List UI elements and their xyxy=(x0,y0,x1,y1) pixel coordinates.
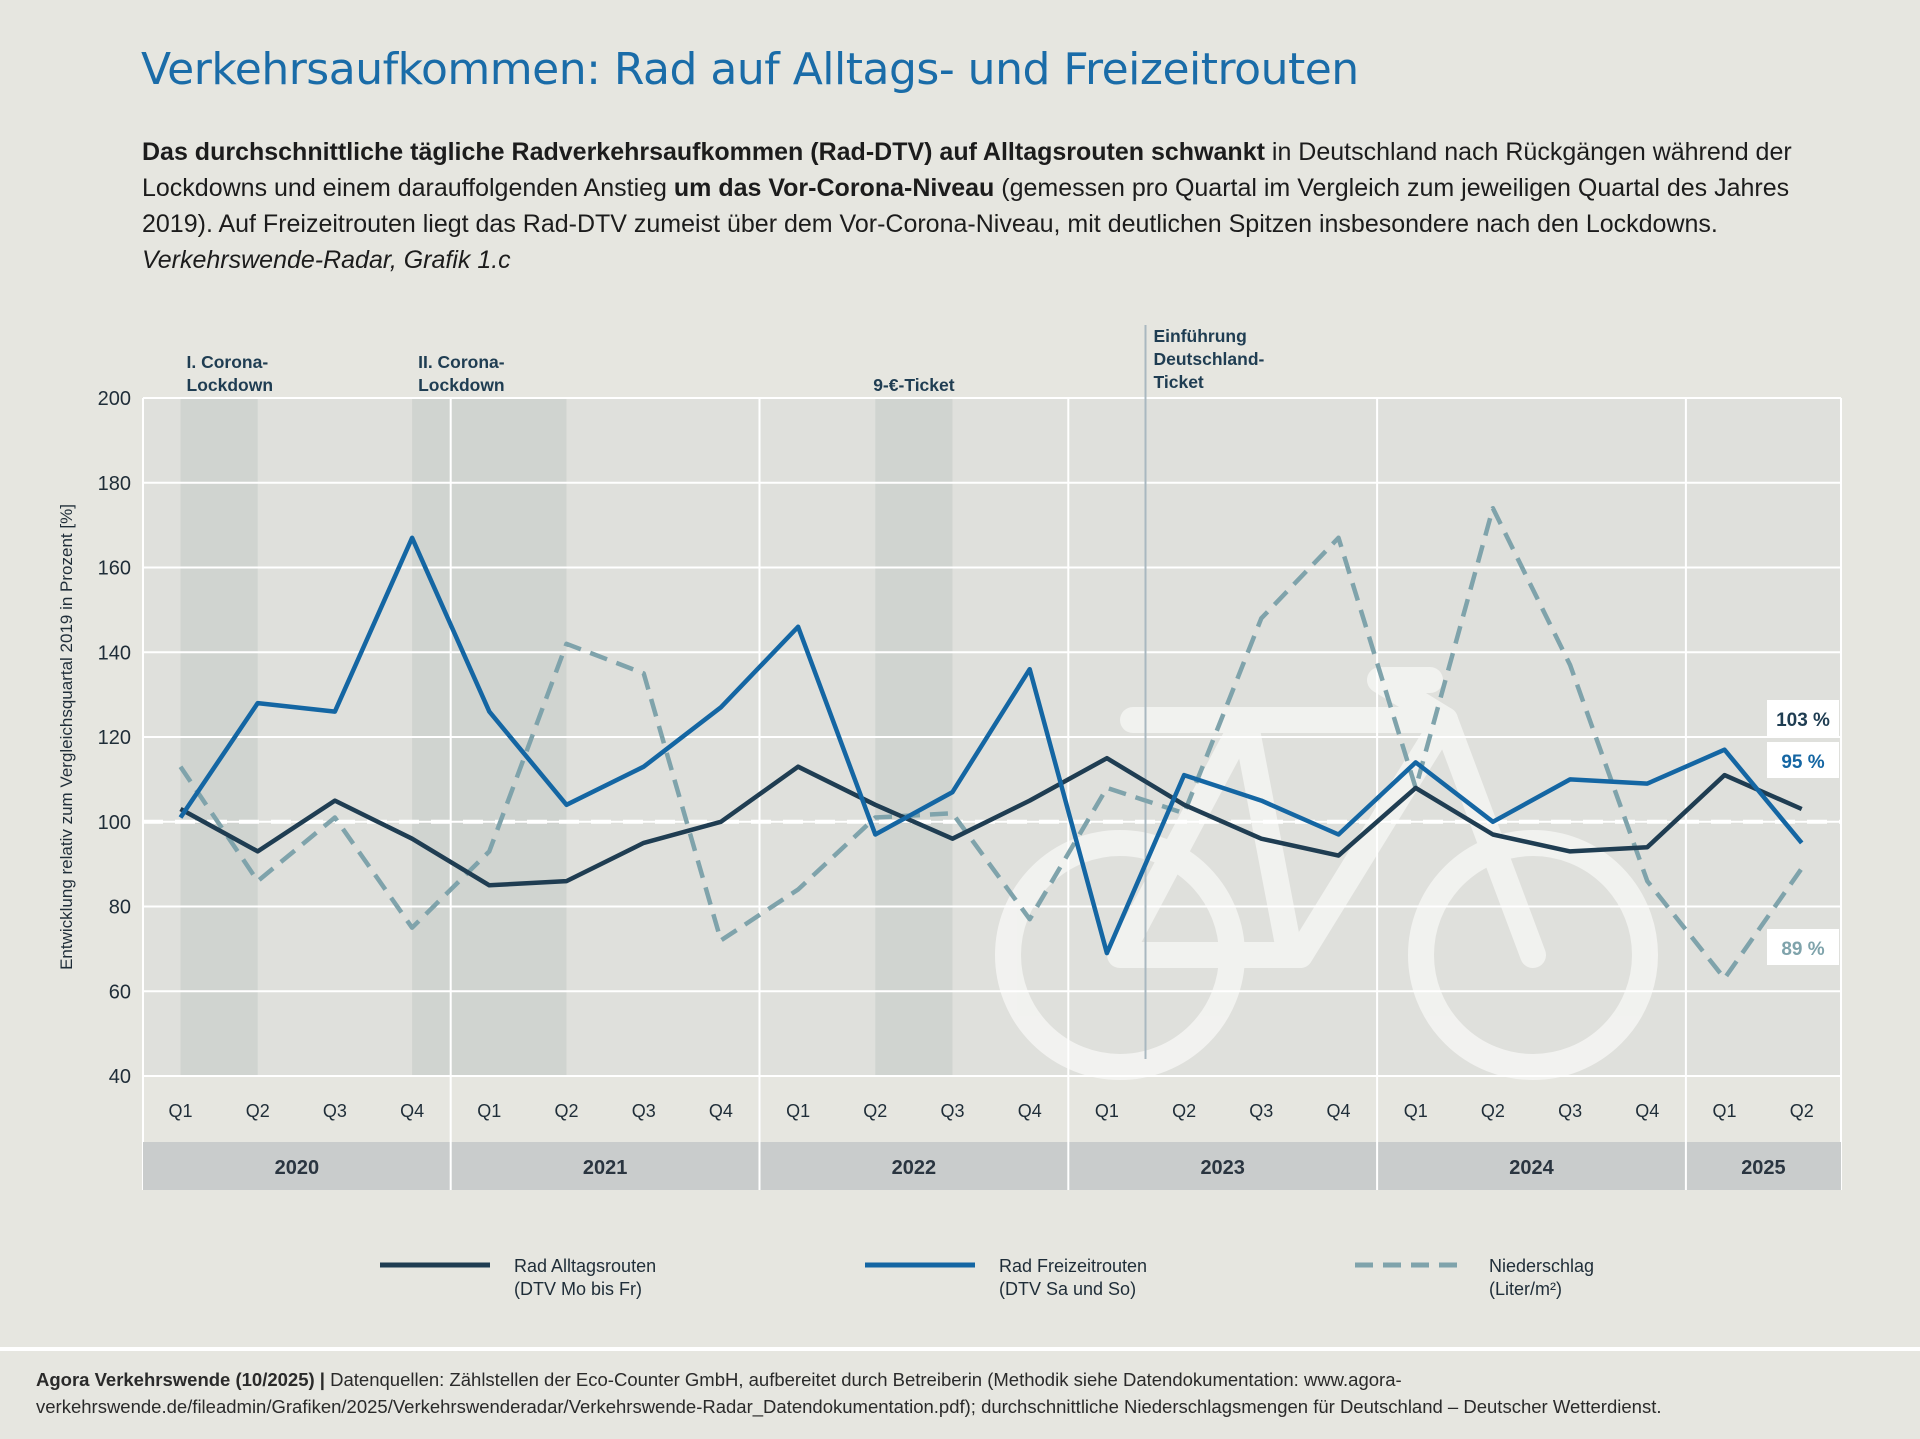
event-label: Einführung Deutschland- Ticket xyxy=(1154,326,1265,392)
year-label: 2023 xyxy=(1200,1157,1245,1179)
legend-note-2: (Liter/m²) xyxy=(1489,1279,1562,1299)
grid-lines: Einführung Deutschland- Ticket xyxy=(142,325,1842,1190)
chart-title: Verkehrsaufkommen: Rad auf Alltags- und … xyxy=(141,44,1359,95)
x-tick-label: Q3 xyxy=(1249,1101,1273,1121)
x-tick-label: Q1 xyxy=(1712,1101,1736,1121)
y-tick-label: 100 xyxy=(98,812,131,834)
x-tick-label: Q1 xyxy=(1404,1101,1428,1121)
x-tick-label: Q2 xyxy=(246,1101,270,1121)
x-tick-label: Q2 xyxy=(863,1101,887,1121)
event-label-line: Deutschland- xyxy=(1154,349,1265,369)
x-tick-label: Q4 xyxy=(400,1101,424,1121)
x-tick-label: Q2 xyxy=(1481,1101,1505,1121)
x-tick-label: Q2 xyxy=(554,1101,578,1121)
year-label: 2025 xyxy=(1741,1157,1786,1179)
intro-bold-2: um das Vor-Corona-Niveau xyxy=(673,174,995,202)
y-axis: 40 60 80 100 120 140 160 180 200 xyxy=(98,388,131,1088)
legend-name-2: Niederschlag xyxy=(1489,1256,1594,1276)
legend-note-1: (DTV Sa und So) xyxy=(999,1279,1136,1299)
intro-bold-1: Das durchschnittliche tägliche Radverkeh… xyxy=(142,138,1265,166)
band-label-1: II. Corona- Lockdown xyxy=(418,352,505,395)
band-label-2: 9-€-Ticket xyxy=(873,375,955,395)
line-chart: I. Corona- Lockdown II. Corona- Lockdown 9-€… xyxy=(57,325,1842,1299)
band-label-line: Lockdown xyxy=(187,375,274,395)
band-label-line: II. Corona- xyxy=(418,352,505,372)
year-label: 2020 xyxy=(275,1157,320,1179)
footer-sources: Datenquellen: Zählstellen der Eco-Counte… xyxy=(36,1369,1662,1417)
series-line-1 xyxy=(178,535,1804,956)
y-tick-label: 140 xyxy=(98,642,131,664)
year-label: 2021 xyxy=(583,1157,628,1179)
year-label: 2022 xyxy=(892,1157,937,1179)
y-tick-label: 200 xyxy=(98,388,131,410)
band-label-line: I. Corona- xyxy=(187,352,269,372)
event-label-line: Einführung xyxy=(1154,326,1247,346)
x-tick-label: Q3 xyxy=(940,1101,964,1121)
band-label-line: Lockdown xyxy=(418,375,505,395)
legend: Rad Alltagsrouten (DTV Mo bis Fr) Rad Frei… xyxy=(380,1256,1594,1299)
x-tick-label: Q3 xyxy=(632,1101,656,1121)
legend-name-0: Rad Alltagsrouten xyxy=(514,1256,656,1276)
x-tick-label: Q4 xyxy=(1635,1101,1659,1121)
x-tick-label: Q4 xyxy=(1326,1101,1350,1121)
x-tick-label: Q3 xyxy=(1558,1101,1582,1121)
x-tick-label: Q4 xyxy=(1018,1101,1042,1121)
series-line-0 xyxy=(179,755,1803,888)
x-axis: Q1 Q2 Q3 Q4 Q1 Q2 Q3 Q4 Q1 Q2 Q3 Q4 Q1 Q2 Q3 Q4 Q1 Q2 Q3 Q4… xyxy=(143,1101,1841,1190)
x-tick-label: Q2 xyxy=(1790,1101,1814,1121)
x-tick-label: Q1 xyxy=(1095,1101,1119,1121)
y-tick-label: 60 xyxy=(109,981,131,1003)
y-tick-label: 160 xyxy=(98,558,131,580)
intro-text: Das durchschnittliche tägliche Radverkeh… xyxy=(142,134,1862,278)
series-lines xyxy=(178,505,1804,981)
x-tick-label: Q1 xyxy=(168,1101,192,1121)
bicycle-watermark-icon xyxy=(995,667,1658,1080)
intro-text-2: (gemessen pro Quartal im Vergleich zum j… xyxy=(142,174,1790,238)
end-label-box-0 xyxy=(1767,700,1839,736)
x-tick-label: Q2 xyxy=(1172,1101,1196,1121)
x-tick-label: Q4 xyxy=(709,1101,733,1121)
series-line-2 xyxy=(178,505,1804,981)
y-tick-label: 80 xyxy=(109,897,131,919)
event-label-line: Ticket xyxy=(1154,372,1204,392)
intro-source: Verkehrswende-Radar, Grafik 1.c xyxy=(142,246,511,274)
x-tick-label: Q1 xyxy=(477,1101,501,1121)
end-label-2: 89 % xyxy=(1781,939,1824,960)
footer-publisher: Agora Verkehrswende (10/2025) | xyxy=(36,1369,325,1390)
legend-note-0: (DTV Mo bis Fr) xyxy=(514,1279,642,1299)
end-label-0: 103 % xyxy=(1776,710,1830,731)
intro-text-1: in Deutschland nach Rückgängen während d… xyxy=(142,138,1792,202)
y-tick-label: 40 xyxy=(109,1066,131,1088)
x-tick-label: Q1 xyxy=(786,1101,810,1121)
end-label-box-1 xyxy=(1767,742,1839,778)
year-label: 2024 xyxy=(1509,1157,1554,1179)
y-tick-label: 180 xyxy=(98,473,131,495)
footer-source: Agora Verkehrswende (10/2025) | Datenque… xyxy=(36,1366,1896,1420)
band-label-0: I. Corona- Lockdown xyxy=(187,352,274,395)
footer-divider xyxy=(0,1347,1920,1351)
year-band xyxy=(143,1142,1841,1190)
y-axis-label: Entwicklung relativ zum Vergleichsquarta… xyxy=(57,504,76,970)
end-label-1: 95 % xyxy=(1781,752,1824,773)
y-tick-label: 120 xyxy=(98,727,131,749)
end-value-labels: 103 % 95 % 89 % xyxy=(1767,700,1839,965)
end-label-box-2 xyxy=(1767,929,1839,965)
x-tick-label: Q3 xyxy=(323,1101,347,1121)
band-label-line: 9-€-Ticket xyxy=(873,375,955,395)
legend-name-1: Rad Freizeitrouten xyxy=(999,1256,1147,1276)
